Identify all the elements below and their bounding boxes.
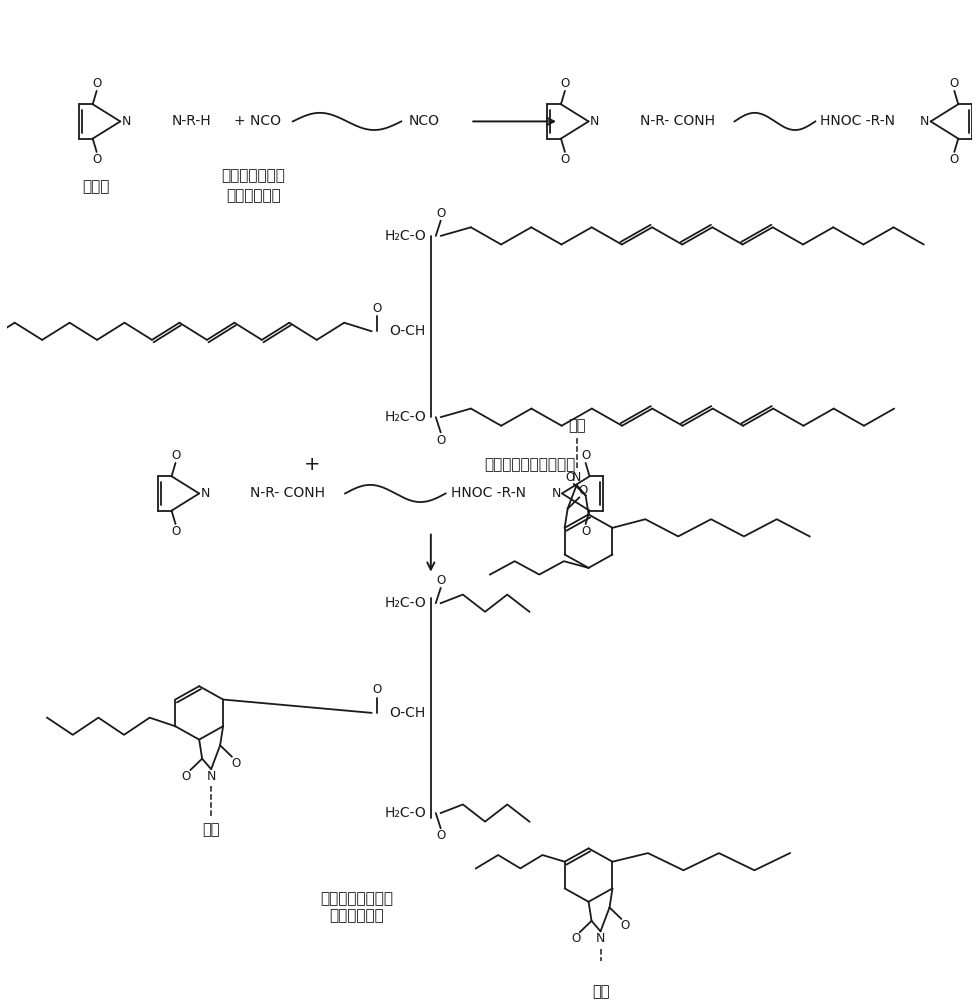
Text: N: N xyxy=(919,115,928,128)
Text: 扩链剂: 扩链剂 xyxy=(82,179,110,194)
Text: O: O xyxy=(182,770,191,783)
Text: + NCO: + NCO xyxy=(234,114,281,128)
Text: O: O xyxy=(231,757,241,770)
Text: O: O xyxy=(570,932,580,945)
Text: 交联: 交联 xyxy=(591,984,608,999)
Text: O: O xyxy=(372,302,380,315)
Text: 交联: 交联 xyxy=(202,822,220,837)
Text: O: O xyxy=(171,449,180,462)
Text: O: O xyxy=(949,153,958,166)
Text: O: O xyxy=(580,449,590,462)
Text: 联聚氨酯网络: 联聚氨酯网络 xyxy=(330,909,384,924)
Text: 无水桐油中的甘油三酯: 无水桐油中的甘油三酯 xyxy=(483,457,574,472)
Text: O: O xyxy=(949,77,958,90)
Text: +: + xyxy=(304,455,321,474)
Text: N: N xyxy=(121,115,131,128)
Text: N: N xyxy=(571,471,581,484)
Text: O: O xyxy=(559,77,569,90)
Text: O: O xyxy=(559,153,569,166)
Text: O: O xyxy=(564,471,574,484)
Text: N: N xyxy=(551,487,560,500)
Text: NCO: NCO xyxy=(408,114,439,128)
Text: O: O xyxy=(435,829,445,842)
Text: O: O xyxy=(92,77,101,90)
Text: H₂C-O: H₂C-O xyxy=(383,806,425,820)
Text: O: O xyxy=(92,153,101,166)
Text: 聚氨酯预聚体: 聚氨酯预聚体 xyxy=(226,188,281,203)
Text: O: O xyxy=(372,683,380,696)
Text: O: O xyxy=(620,919,629,932)
Text: O: O xyxy=(435,434,445,447)
Text: H₂C-O: H₂C-O xyxy=(383,229,425,243)
Text: O: O xyxy=(435,574,445,587)
Text: 交联: 交联 xyxy=(567,418,585,433)
Text: 桐油基动态共价交: 桐油基动态共价交 xyxy=(320,891,393,906)
Text: N: N xyxy=(200,487,209,500)
Text: O: O xyxy=(435,207,445,220)
Text: O-CH: O-CH xyxy=(389,324,425,338)
Text: N-R- CONH: N-R- CONH xyxy=(250,486,325,500)
Text: HNOC -R-N: HNOC -R-N xyxy=(450,486,525,500)
Text: N-R- CONH: N-R- CONH xyxy=(640,114,714,128)
Text: HNOC -R-N: HNOC -R-N xyxy=(820,114,894,128)
Text: O: O xyxy=(171,525,180,538)
Text: N: N xyxy=(206,770,215,783)
Text: H₂C-O: H₂C-O xyxy=(383,596,425,610)
Text: H₂C-O: H₂C-O xyxy=(383,410,425,424)
Text: O-CH: O-CH xyxy=(389,706,425,720)
Text: N-R-H: N-R-H xyxy=(171,114,211,128)
Text: O: O xyxy=(578,484,588,497)
Text: N: N xyxy=(589,115,599,128)
Text: O: O xyxy=(580,525,590,538)
Text: N: N xyxy=(596,932,604,945)
Text: 异氰酸酯基封端: 异氰酸酯基封端 xyxy=(221,168,285,183)
